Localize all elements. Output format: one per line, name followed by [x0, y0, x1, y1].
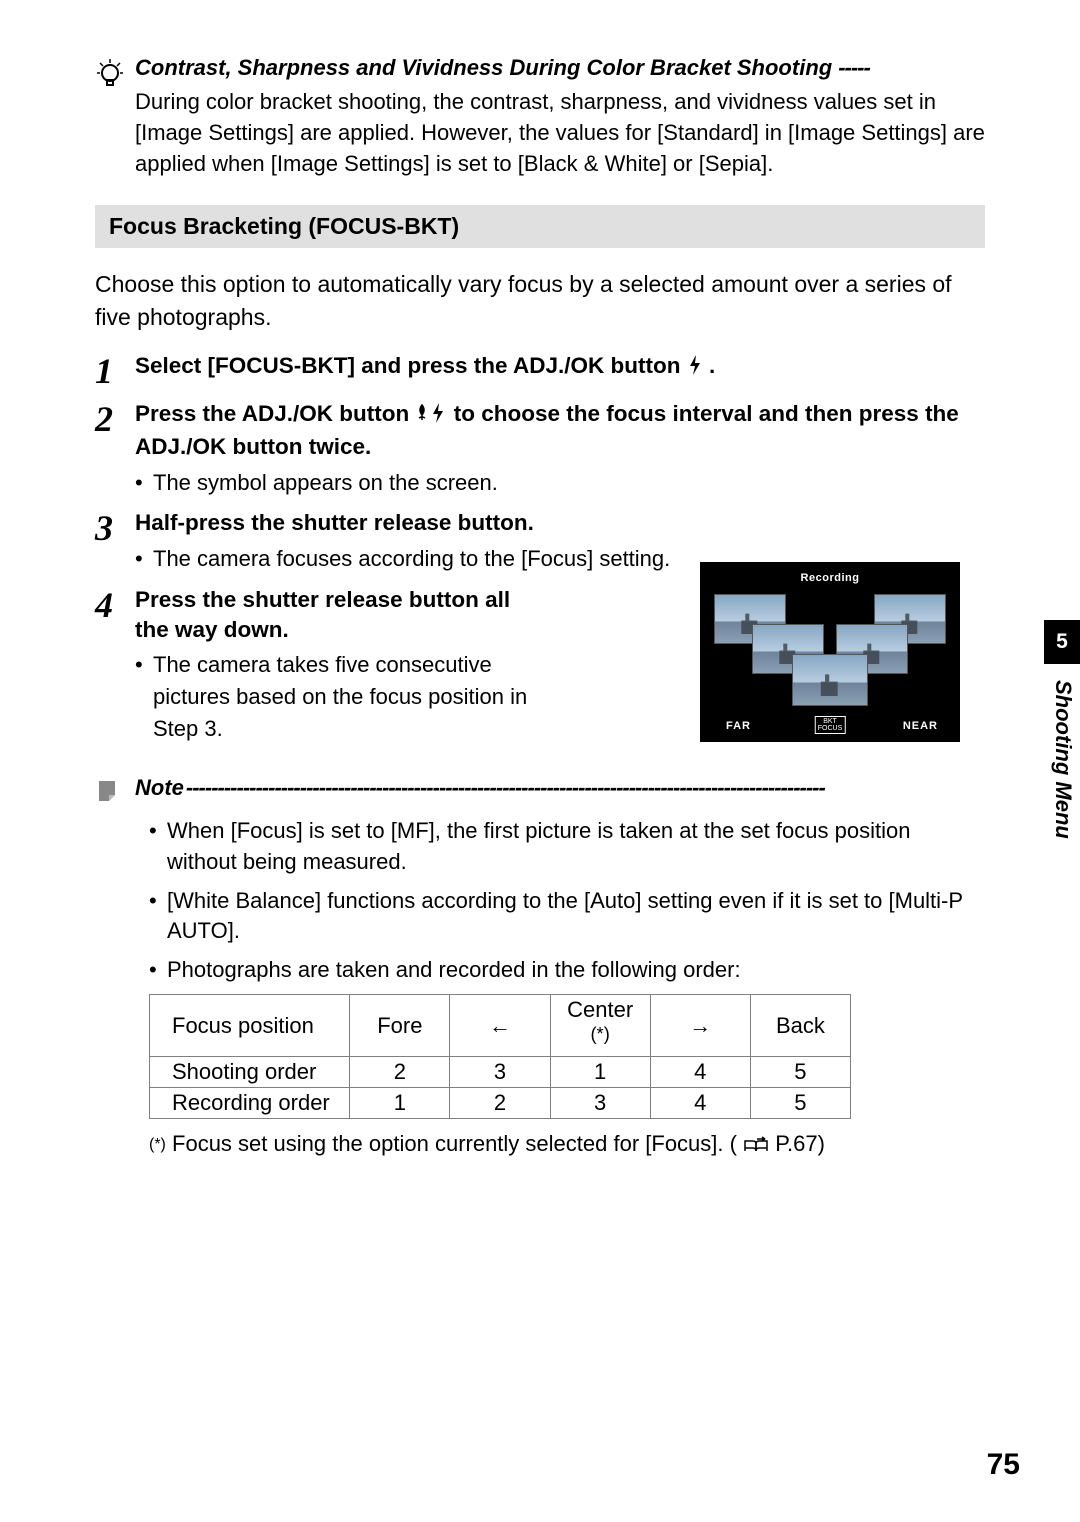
- step-title: Select [FOCUS-BKT] and press the ADJ./OK…: [135, 351, 985, 384]
- tip-title: Contrast, Sharpness and Vividness During…: [135, 55, 985, 81]
- far-label: FAR: [726, 720, 751, 732]
- table-cell: ←: [450, 995, 550, 1057]
- flash-icon: [687, 354, 703, 384]
- step-number: 1: [95, 351, 135, 389]
- step-title: Press the ADJ./OK button to choose the f…: [135, 399, 985, 463]
- footnote-pageref: P.67): [775, 1131, 825, 1156]
- note-text: When [Focus] is set to [MF], the first p…: [167, 816, 985, 878]
- step-title: Press the shutter release button all the…: [135, 585, 535, 646]
- step-title: Half-press the shutter release button.: [135, 508, 985, 538]
- bkt-text: BKT: [818, 718, 843, 725]
- section-intro: Choose this option to automatically vary…: [95, 268, 985, 332]
- note-label: Note: [135, 775, 184, 801]
- table-cell: 1: [550, 1057, 650, 1088]
- tip-body: During color bracket shooting, the contr…: [135, 87, 985, 179]
- step-number: 4: [95, 585, 135, 623]
- table-cell: 5: [750, 1088, 850, 1119]
- near-label: NEAR: [903, 720, 938, 732]
- bullet-text: The camera focuses according to the [Foc…: [153, 543, 670, 575]
- tip-box: Contrast, Sharpness and Vividness During…: [95, 55, 985, 179]
- thumb-center: [792, 654, 868, 706]
- chapter-label: Shooting Menu: [1050, 680, 1076, 839]
- footnote-asterisk: (*): [149, 1136, 166, 1153]
- note-list: • When [Focus] is set to [MF], the first…: [95, 816, 985, 986]
- bullet-text: The camera takes five consecutive pictur…: [153, 649, 535, 745]
- note-item: • When [Focus] is set to [MF], the first…: [149, 816, 985, 878]
- footnote-text: Focus set using the option currently sel…: [172, 1131, 737, 1156]
- step-bullet: • The symbol appears on the screen.: [135, 467, 985, 499]
- note-item: • [White Balance] functions according to…: [149, 886, 985, 948]
- table-cell: 3: [450, 1057, 550, 1088]
- step-bullet: • The camera takes five consecutive pict…: [135, 649, 535, 745]
- tip-dashes: -----: [838, 55, 870, 81]
- step-number: 2: [95, 399, 135, 437]
- table-cell: 3: [550, 1088, 650, 1119]
- note-heading: Note -----------------------------------…: [135, 775, 985, 801]
- note-text: [White Balance] functions according to t…: [167, 886, 985, 948]
- focus-order-table: Focus position Fore ← Center (*) → Back …: [149, 994, 851, 1119]
- camera-lcd-preview: Recording FAR NEAR BKT FOCUS: [700, 562, 960, 742]
- table-cell: 2: [350, 1057, 450, 1088]
- table-row: Shooting order 2 3 1 4 5: [150, 1057, 851, 1088]
- chapter-tab: 5: [1044, 620, 1080, 664]
- bullet-text: The symbol appears on the screen.: [153, 467, 498, 499]
- section-header: Focus Bracketing (FOCUS-BKT): [95, 205, 985, 248]
- lightbulb-icon: [95, 55, 135, 96]
- page-ref-icon: [743, 1134, 769, 1160]
- macro-flash-icon: [415, 402, 447, 432]
- step-2: 2 Press the ADJ./OK button to choose the…: [95, 399, 985, 499]
- note-item: • Photographs are taken and recorded in …: [149, 955, 985, 986]
- table-row: Recording order 1 2 3 4 5: [150, 1088, 851, 1119]
- bkt-focus-badge: BKT FOCUS: [815, 716, 846, 734]
- table-cell: 2: [450, 1088, 550, 1119]
- table-cell: 1: [350, 1088, 450, 1119]
- step-title-text-a: Press the ADJ./OK button: [135, 401, 415, 426]
- footnote: (*) Focus set using the option currently…: [149, 1131, 985, 1160]
- note-icon: [95, 775, 135, 810]
- table-cell: Center (*): [550, 995, 650, 1057]
- step-1: 1 Select [FOCUS-BKT] and press the ADJ./…: [95, 351, 985, 389]
- note-block: Note -----------------------------------…: [95, 775, 985, 810]
- table-row: Focus position Fore ← Center (*) → Back: [150, 995, 851, 1057]
- note-dashes: ----------------------------------------…: [186, 775, 985, 801]
- table-cell: Fore: [350, 995, 450, 1057]
- table-cell: Shooting order: [150, 1057, 350, 1088]
- table-cell: 4: [650, 1088, 750, 1119]
- table-cell: Recording order: [150, 1088, 350, 1119]
- tip-title-text: Contrast, Sharpness and Vividness During…: [135, 55, 832, 81]
- table-cell: →: [650, 995, 750, 1057]
- note-text: Photographs are taken and recorded in th…: [167, 955, 741, 986]
- focus-text: FOCUS: [818, 725, 843, 732]
- table-cell: 5: [750, 1057, 850, 1088]
- page-number: 75: [987, 1448, 1020, 1482]
- table-cell: Focus position: [150, 995, 350, 1057]
- step-number: 3: [95, 508, 135, 546]
- recording-label: Recording: [700, 572, 960, 584]
- table-cell: Back: [750, 995, 850, 1057]
- table-cell: 4: [650, 1057, 750, 1088]
- step-title-text-b: .: [709, 353, 715, 378]
- step-title-text-a: Select [FOCUS-BKT] and press the ADJ./OK…: [135, 353, 687, 378]
